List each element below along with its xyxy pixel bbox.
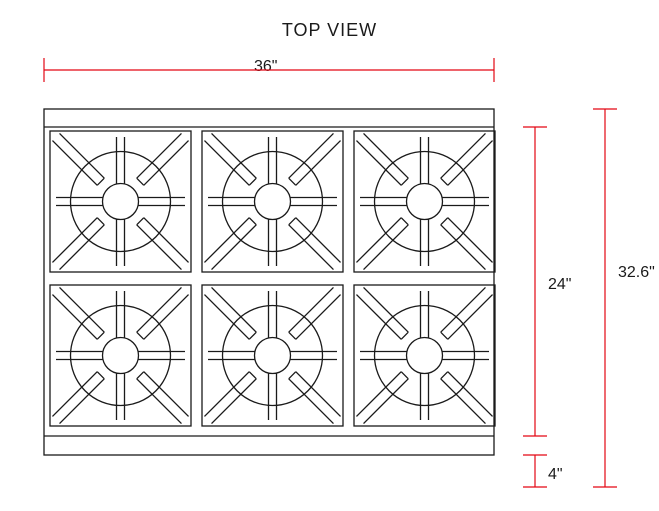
diagram-svg — [0, 0, 659, 511]
